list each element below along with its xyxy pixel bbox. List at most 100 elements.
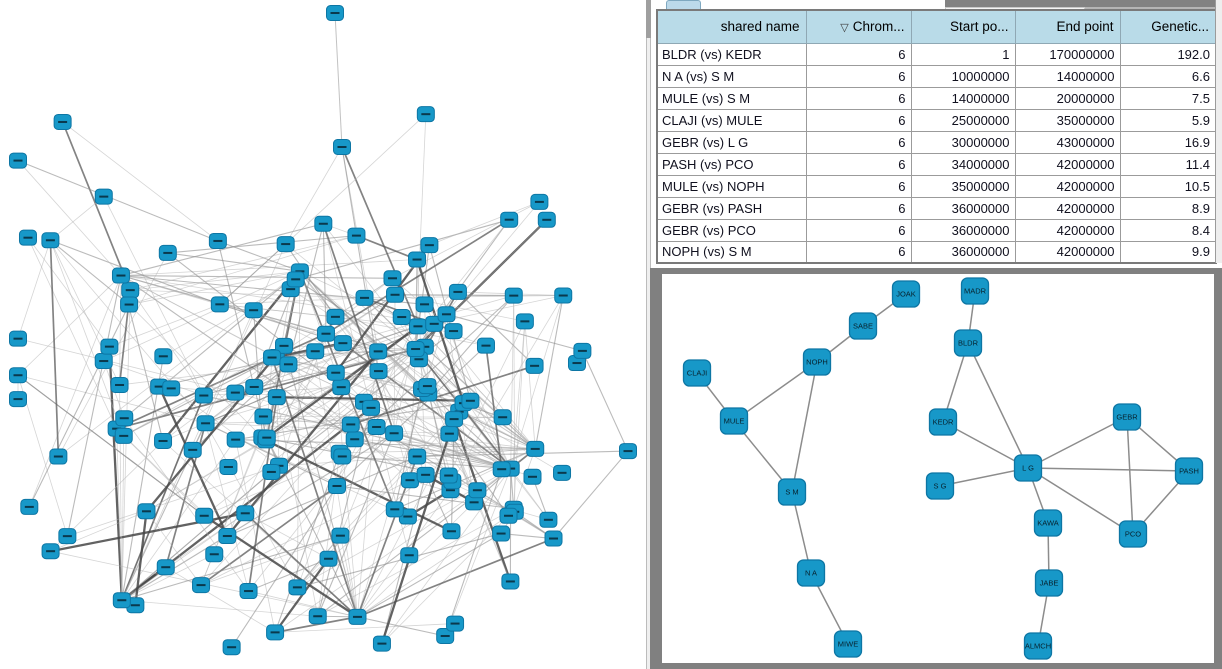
overview-node[interactable]	[492, 525, 511, 542]
overview-node[interactable]	[162, 380, 181, 397]
detail-node-MULE[interactable]: MULE	[719, 407, 749, 435]
overview-node[interactable]	[573, 342, 592, 359]
node-shape[interactable]	[928, 408, 958, 436]
overview-node[interactable]	[288, 579, 307, 596]
overview-node[interactable]	[436, 627, 455, 644]
cell-shared_name[interactable]: MULE (vs) S M	[656, 86, 807, 110]
node-shape[interactable]	[925, 472, 955, 500]
table-row[interactable]: N A (vs) S M 6 10000000 14000000 6.6	[656, 64, 1217, 88]
cell-shared_name[interactable]: GEBR (vs) PCO	[656, 218, 807, 242]
overview-node[interactable]	[437, 306, 456, 323]
table-row[interactable]: MULE (vs) NOPH 6 35000000 42000000 10.5	[656, 174, 1217, 198]
overview-node[interactable]	[333, 139, 351, 155]
overview-node[interactable]	[372, 635, 391, 652]
cell-end_point[interactable]: 42000000	[1014, 152, 1121, 176]
overview-node[interactable]	[319, 550, 338, 567]
overview-node[interactable]	[219, 458, 238, 475]
cell-end_point[interactable]: 20000000	[1014, 86, 1121, 110]
cell-end_point[interactable]: 42000000	[1014, 218, 1121, 242]
table-row[interactable]: PASH (vs) PCO 6 34000000 42000000 11.4	[656, 152, 1217, 176]
table-row[interactable]: NOPH (vs) S M 6 36000000 42000000 9.9	[656, 240, 1217, 264]
cell-shared_name[interactable]: N A (vs) S M	[656, 64, 807, 88]
cell-chromosome[interactable]: 6	[805, 42, 912, 66]
vertical-scrollbar-track[interactable]	[1215, 0, 1222, 263]
overview-node[interactable]	[114, 427, 133, 444]
overview-node[interactable]	[345, 431, 364, 448]
cell-shared_name[interactable]: CLAJI (vs) MULE	[656, 108, 807, 132]
overview-node[interactable]	[306, 343, 325, 360]
cell-chromosome[interactable]: 6	[805, 174, 912, 198]
overview-node[interactable]	[194, 387, 213, 404]
overview-node[interactable]	[121, 282, 140, 299]
cell-genetic[interactable]: 11.4	[1119, 152, 1217, 176]
cell-start_point[interactable]: 1	[910, 42, 1016, 66]
overview-node[interactable]	[279, 356, 298, 373]
overview-node[interactable]	[9, 152, 27, 169]
table-tab-fragment[interactable]	[666, 0, 701, 9]
overview-node[interactable]	[493, 409, 512, 426]
overview-node[interactable]	[244, 302, 263, 319]
overview-node[interactable]	[9, 330, 27, 347]
overview-node[interactable]	[500, 211, 519, 228]
table-row[interactable]: GEBR (vs) PCO 6 36000000 42000000 8.4	[656, 218, 1217, 242]
overview-node[interactable]	[245, 378, 264, 395]
cell-start_point[interactable]: 35000000	[910, 174, 1016, 198]
overview-node[interactable]	[420, 237, 439, 254]
overview-node[interactable]	[308, 608, 327, 625]
detail-node-NA[interactable]: N A	[796, 559, 826, 587]
table-row[interactable]: CLAJI (vs) MULE 6 25000000 35000000 5.9	[656, 108, 1217, 132]
table-row[interactable]: BLDR (vs) KEDR 6 1 170000000 192.0	[656, 42, 1217, 66]
detail-node-SM[interactable]: S M	[777, 478, 807, 506]
cell-shared_name[interactable]: MULE (vs) NOPH	[656, 174, 807, 198]
table-row[interactable]: GEBR (vs) PASH 6 36000000 42000000 8.9	[656, 196, 1217, 220]
overview-node[interactable]	[567, 355, 586, 372]
overview-node[interactable]	[445, 411, 464, 428]
overview-node[interactable]	[58, 528, 77, 545]
node-shape[interactable]	[682, 359, 712, 387]
overview-node[interactable]	[333, 448, 352, 465]
overview-node[interactable]	[94, 353, 113, 370]
cell-start_point[interactable]: 14000000	[910, 86, 1016, 110]
overview-node[interactable]	[111, 267, 130, 284]
col-header-start_point[interactable]: Start po...	[910, 9, 1016, 44]
overview-node[interactable]	[20, 498, 39, 515]
cell-start_point[interactable]: 36000000	[910, 196, 1016, 220]
overview-node[interactable]	[416, 466, 435, 483]
table-row[interactable]: MULE (vs) S M 6 14000000 20000000 7.5	[656, 86, 1217, 110]
cell-start_point[interactable]: 10000000	[910, 64, 1016, 88]
overview-node[interactable]	[210, 296, 229, 313]
col-header-chromosome[interactable]: ▽ Chrom...	[805, 9, 912, 44]
cell-genetic[interactable]: 5.9	[1119, 108, 1217, 132]
cell-start_point[interactable]: 30000000	[910, 130, 1016, 154]
node-shape[interactable]	[1033, 509, 1063, 537]
node-shape[interactable]	[1118, 520, 1148, 548]
overview-node[interactable]	[326, 5, 344, 21]
detail-node-MIWE[interactable]: MIWE	[833, 630, 863, 658]
overview-node[interactable]	[348, 608, 367, 625]
cell-chromosome[interactable]: 6	[805, 130, 912, 154]
overview-node[interactable]	[222, 639, 241, 656]
cell-start_point[interactable]: 25000000	[910, 108, 1016, 132]
overview-node[interactable]	[355, 289, 374, 306]
overview-node[interactable]	[9, 391, 27, 408]
overview-node[interactable]	[239, 583, 258, 600]
overview-node[interactable]	[196, 415, 215, 432]
detail-node-MADR[interactable]: MADR	[960, 277, 990, 305]
detail-node-SG[interactable]: S G	[925, 472, 955, 500]
cell-chromosome[interactable]: 6	[805, 196, 912, 220]
overview-node[interactable]	[137, 503, 156, 520]
cell-chromosome[interactable]: 6	[805, 108, 912, 132]
overview-node[interactable]	[326, 308, 345, 325]
overview-node[interactable]	[448, 283, 467, 300]
overview-node[interactable]	[332, 379, 351, 396]
detail-node-KAWA[interactable]: KAWA	[1033, 509, 1063, 537]
cell-end_point[interactable]: 43000000	[1014, 130, 1121, 154]
overview-node[interactable]	[112, 592, 131, 609]
overview-node[interactable]	[347, 227, 366, 244]
overview-node[interactable]	[236, 505, 255, 522]
overview-node[interactable]	[499, 507, 518, 524]
cell-chromosome[interactable]: 6	[805, 152, 912, 176]
node-shape[interactable]	[848, 312, 878, 340]
overview-node[interactable]	[442, 523, 461, 540]
overview-node[interactable]	[553, 464, 572, 481]
